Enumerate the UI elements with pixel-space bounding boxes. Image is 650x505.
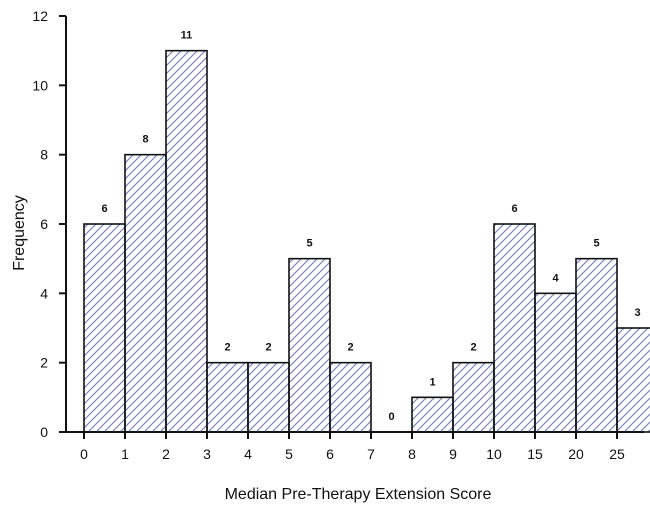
histogram-bar — [247, 361, 290, 433]
y-tick-label: 12 — [32, 8, 48, 24]
histogram-bar — [616, 327, 650, 433]
bars — [83, 49, 650, 433]
bar-data-label: 2 — [224, 342, 230, 354]
bar-data-label: 2 — [470, 342, 476, 354]
x-tick-label: 4 — [244, 446, 252, 462]
x-tick-label: 25 — [609, 446, 625, 462]
histogram-bar — [411, 396, 454, 433]
y-tick-label: 8 — [40, 147, 48, 163]
data-labels: 6 8 11 2 2 5 2 0 1 2 6 4 5 3 — [101, 30, 640, 423]
x-tick-label: 5 — [285, 446, 293, 462]
x-tick-label: 7 — [367, 446, 375, 462]
histogram-bar — [452, 361, 495, 433]
bar-data-label: 2 — [347, 342, 353, 354]
y-axis-title: Frequency — [11, 195, 28, 271]
x-tick-label: 8 — [408, 446, 416, 462]
x-tick-label: 6 — [326, 446, 334, 462]
bar-data-label: 3 — [634, 307, 640, 319]
bar-data-label: 5 — [593, 238, 599, 250]
bar-data-label: 6 — [101, 203, 107, 215]
histogram-bar — [165, 49, 208, 433]
y-tick-label: 2 — [40, 355, 48, 371]
histogram-bar — [288, 257, 331, 433]
bar-data-label: 11 — [181, 30, 193, 42]
y-axis: 0 2 4 6 8 10 12 — [32, 8, 67, 440]
y-tick-label: 10 — [32, 77, 48, 93]
x-tick-label: 3 — [203, 446, 211, 462]
x-tick-label: 15 — [527, 446, 543, 462]
bar-data-label: 0 — [388, 411, 394, 423]
bar-data-label: 2 — [265, 342, 271, 354]
x-tick-label: 1 — [121, 446, 129, 462]
x-tick-label: 10 — [486, 446, 502, 462]
bar-data-label: 4 — [552, 272, 559, 284]
y-tick-label: 4 — [40, 285, 48, 301]
bar-data-label: 6 — [511, 203, 517, 215]
x-tick-label: 9 — [449, 446, 457, 462]
histogram-bar — [206, 361, 249, 433]
histogram-bar — [493, 223, 536, 433]
bar-data-label: 8 — [142, 134, 148, 146]
bar-data-label: 1 — [429, 376, 435, 388]
histogram-bar — [534, 292, 577, 433]
histogram-bar — [124, 153, 167, 433]
x-axis-title: Median Pre-Therapy Extension Score — [225, 486, 492, 503]
histogram-bar — [329, 361, 372, 433]
x-tick-label: 2 — [162, 446, 170, 462]
y-tick-label: 6 — [40, 216, 48, 232]
x-tick-label: 20 — [568, 446, 584, 462]
histogram-bar — [575, 257, 618, 433]
x-axis: 01234567891015202530 — [66, 431, 644, 462]
y-tick-label: 0 — [40, 424, 48, 440]
x-tick-label: 0 — [80, 446, 88, 462]
histogram-bar — [83, 223, 126, 433]
bar-data-label: 5 — [306, 238, 312, 250]
